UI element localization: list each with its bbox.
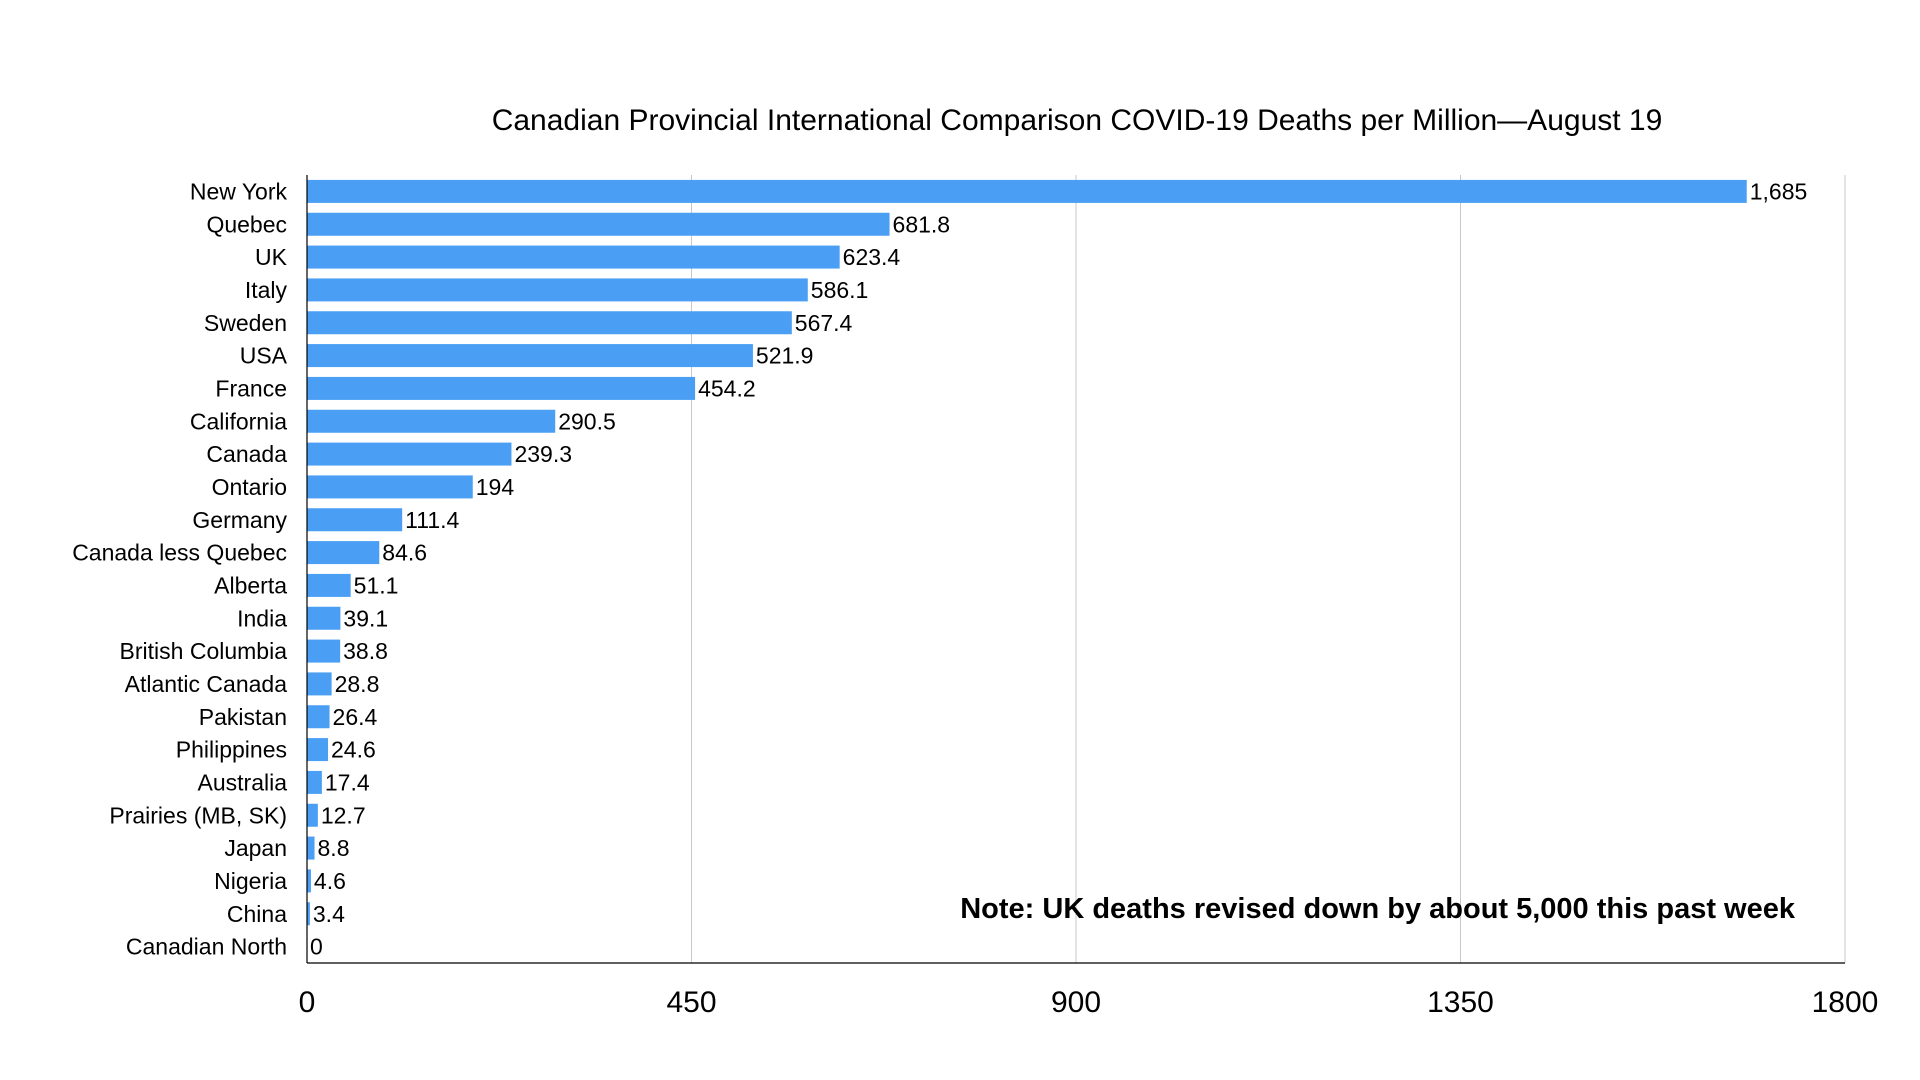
data-label: 38.8 <box>343 638 388 664</box>
data-label: 586.1 <box>811 277 869 303</box>
bar <box>307 442 512 466</box>
data-label: 1,685 <box>1750 178 1808 204</box>
category-label: Nigeria <box>214 868 287 894</box>
data-label: 4.6 <box>314 868 346 894</box>
category-label: Italy <box>245 277 288 303</box>
category-label: Pakistan <box>199 704 287 730</box>
data-label: 681.8 <box>893 211 951 237</box>
data-label: 239.3 <box>514 441 572 467</box>
bar <box>307 344 753 368</box>
data-label: 24.6 <box>331 737 376 763</box>
bar <box>307 902 310 926</box>
category-label: Sweden <box>204 310 287 336</box>
x-tick-label: 450 <box>666 986 716 1019</box>
category-label: Alberta <box>214 572 287 598</box>
x-tick-label: 1350 <box>1427 986 1494 1019</box>
chart-title: Canadian Provincial International Compar… <box>492 104 1663 137</box>
data-label: 3.4 <box>313 901 345 927</box>
category-label: California <box>190 408 287 434</box>
data-label: 111.4 <box>405 507 459 533</box>
gridlines <box>691 175 1846 963</box>
category-label: France <box>215 375 287 401</box>
category-label: Australia <box>198 769 288 795</box>
bars <box>307 179 1747 926</box>
bar <box>307 836 315 860</box>
bar <box>307 278 808 302</box>
category-labels: New York Quebec UK Italy Sweden USA France Cali… <box>72 178 287 959</box>
bar <box>307 803 318 827</box>
bar <box>307 376 696 400</box>
data-label: 39.1 <box>343 605 388 631</box>
category-label: Ontario <box>212 474 287 500</box>
data-label: 17.4 <box>325 769 370 795</box>
x-tick-label: 1800 <box>1812 986 1879 1019</box>
bar <box>307 311 792 335</box>
category-label: Prairies (MB, SK) <box>109 802 287 828</box>
category-label: British Columbia <box>120 638 288 664</box>
bar <box>307 541 380 565</box>
category-label: Germany <box>192 507 287 533</box>
bar <box>307 770 322 794</box>
category-label: Canada <box>206 441 287 467</box>
category-label: Canadian North <box>126 934 287 960</box>
bar <box>307 639 341 663</box>
data-label: 84.6 <box>382 540 427 566</box>
bar <box>307 212 890 236</box>
data-label: 26.4 <box>333 704 378 730</box>
bar <box>307 475 473 499</box>
data-label: 51.1 <box>354 572 399 598</box>
data-label: 0 <box>310 934 323 960</box>
data-label: 194 <box>476 474 515 500</box>
data-label: 8.8 <box>318 835 350 861</box>
data-label: 290.5 <box>558 408 616 434</box>
data-label: 567.4 <box>795 310 853 336</box>
bar <box>307 179 1747 203</box>
bar <box>307 869 311 893</box>
bar <box>307 705 330 729</box>
data-label: 12.7 <box>321 802 366 828</box>
bar <box>307 409 556 433</box>
bar <box>307 672 332 696</box>
x-tick-label: 0 <box>299 986 316 1019</box>
data-label: 454.2 <box>698 375 756 401</box>
category-label: UK <box>255 244 288 270</box>
data-label: 521.9 <box>756 343 814 369</box>
chart-note: Note: UK deaths revised down by about 5,… <box>960 893 1796 925</box>
bar <box>307 508 403 532</box>
category-label: New York <box>190 178 288 204</box>
category-label: Quebec <box>206 211 287 237</box>
x-axis-ticks: 0 450 900 1350 1800 <box>299 986 1879 1019</box>
bar <box>307 606 341 630</box>
data-label: 623.4 <box>843 244 901 270</box>
category-label: Atlantic Canada <box>125 671 288 697</box>
category-label: Philippines <box>176 737 287 763</box>
category-label: USA <box>240 343 288 369</box>
x-tick-label: 900 <box>1051 986 1101 1019</box>
category-label: Canada less Quebec <box>72 540 287 566</box>
bar <box>307 573 351 597</box>
bar <box>307 245 840 269</box>
data-label: 28.8 <box>335 671 380 697</box>
bar <box>307 738 329 762</box>
category-label: India <box>237 605 287 631</box>
category-label: Japan <box>224 835 287 861</box>
category-label: China <box>227 901 287 927</box>
